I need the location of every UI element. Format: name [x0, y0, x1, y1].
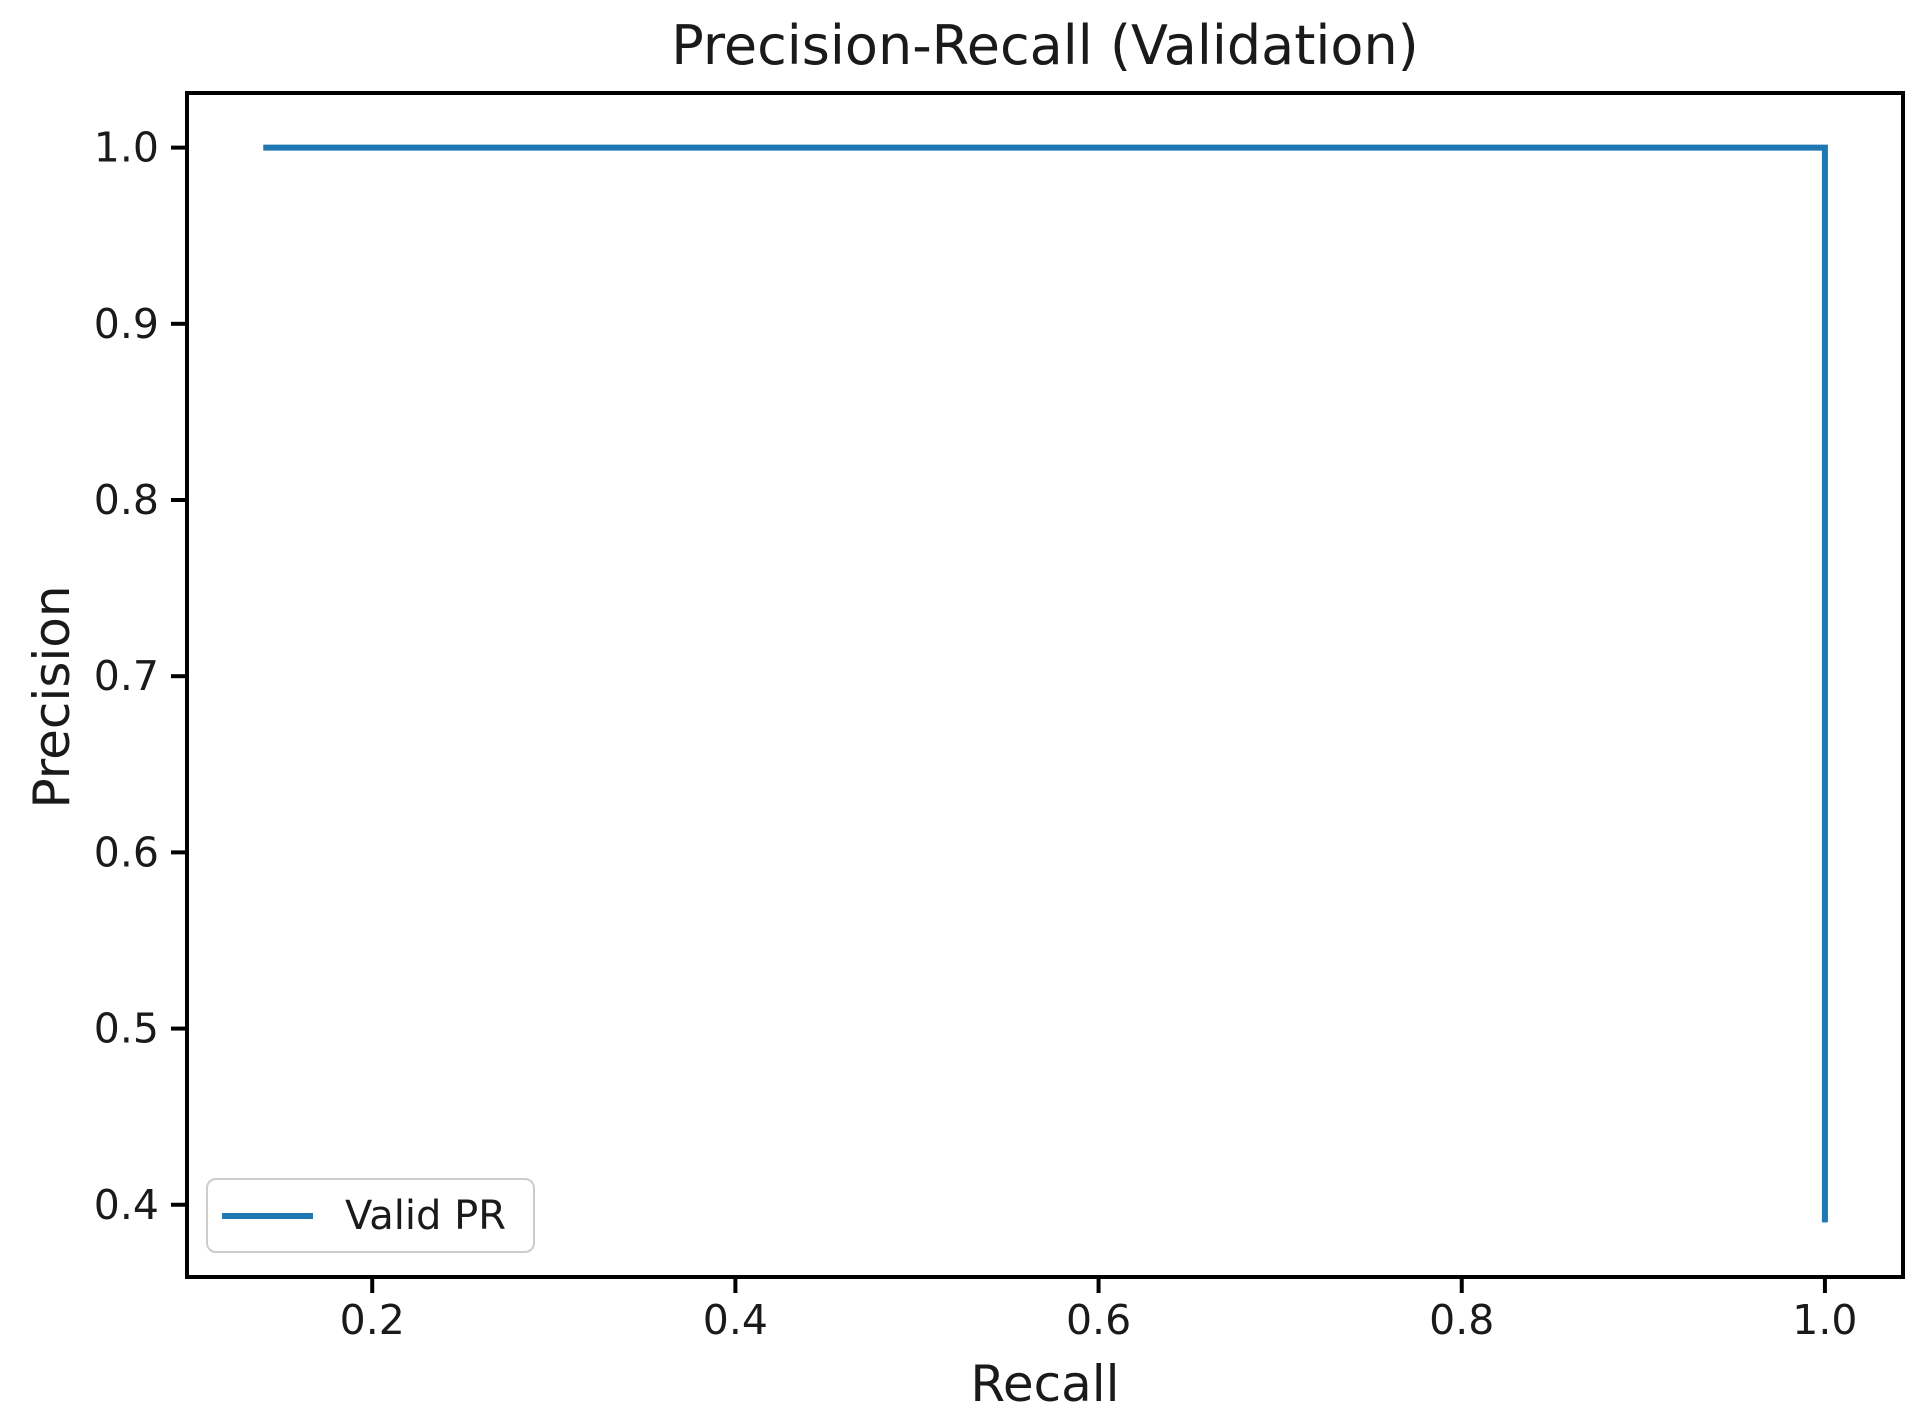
y-axis-label: Precision [23, 585, 81, 809]
y-tick-label: 0.7 [94, 652, 159, 700]
axes-spines [185, 91, 1905, 1279]
legend-label: Valid PR [345, 1192, 507, 1239]
x-tick-label: 0.2 [340, 1296, 405, 1344]
y-tick-label: 0.9 [94, 300, 159, 348]
y-tick-label: 0.6 [94, 828, 159, 876]
x-tick-label: 1.0 [1792, 1296, 1857, 1344]
legend: Valid PR [206, 1178, 535, 1253]
x-axis-label: Recall [970, 1355, 1120, 1413]
chart-title: Precision-Recall (Validation) [671, 14, 1419, 77]
x-tick-label: 0.8 [1429, 1296, 1494, 1344]
y-tick-label: 0.4 [94, 1181, 159, 1229]
y-tick-label: 0.5 [94, 1005, 159, 1053]
x-tick-label: 0.6 [1066, 1296, 1131, 1344]
legend-line-sample [222, 1212, 313, 1219]
y-tick-label: 0.8 [94, 476, 159, 524]
y-tick-label: 1.0 [94, 124, 159, 172]
pr-curve-line [263, 144, 1828, 1223]
x-tick-label: 0.4 [703, 1296, 768, 1344]
